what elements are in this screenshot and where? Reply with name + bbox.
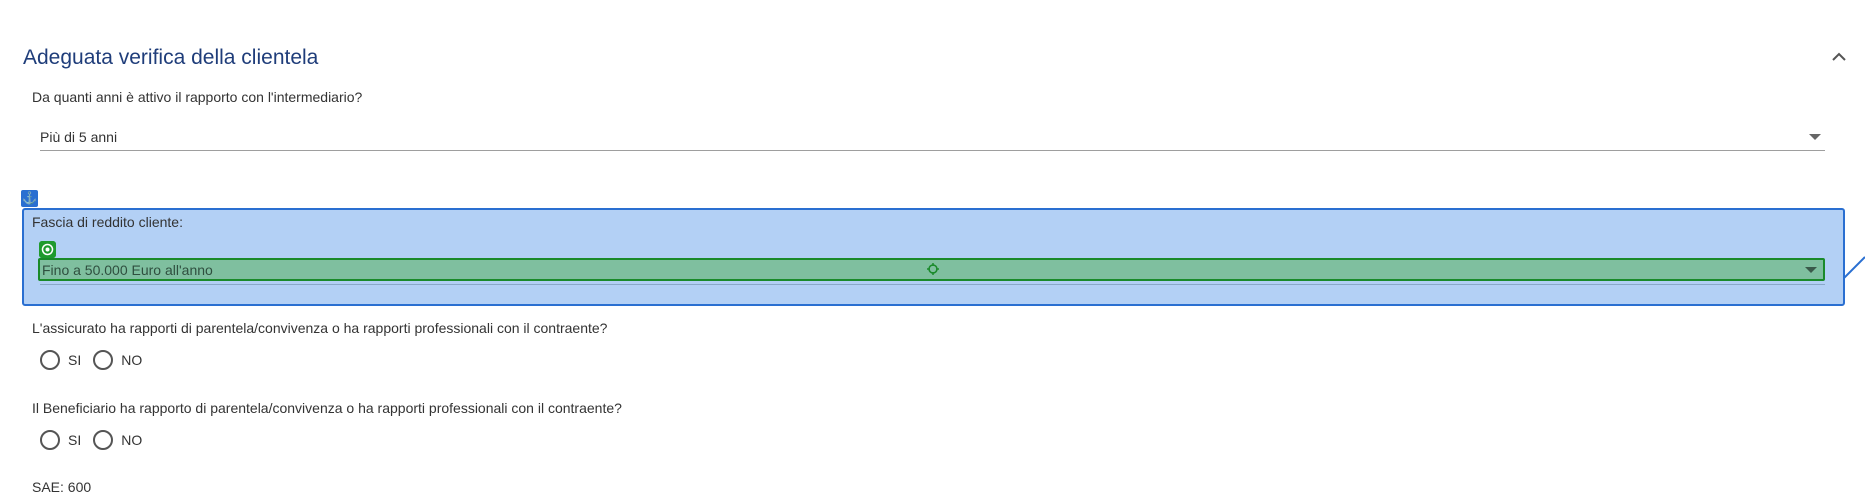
beneficiary-radio-group: SI NO <box>40 430 154 450</box>
section-title: Adeguata verifica della clientela <box>23 46 319 69</box>
income-select-underline <box>40 284 1825 285</box>
years-select-value: Più di 5 anni <box>40 129 118 145</box>
question-income-label: Fascia di reddito cliente: <box>32 214 183 230</box>
sae-label: SAE: 600 <box>32 479 92 495</box>
insured-no-radio[interactable] <box>93 350 114 370</box>
crosshair-icon <box>927 263 939 275</box>
beneficiary-no-label: NO <box>121 432 143 448</box>
chevron-down-icon <box>1809 134 1821 140</box>
question-beneficiary-label: Il Beneficiario ha rapporto di parentela… <box>32 400 622 416</box>
target-icon <box>39 241 56 258</box>
beneficiary-no-radio[interactable] <box>93 430 114 450</box>
connector-line <box>1843 256 1865 280</box>
beneficiary-si-radio[interactable] <box>40 430 60 450</box>
income-section-highlight <box>22 208 1845 306</box>
years-select[interactable]: Più di 5 anni <box>40 124 1825 151</box>
anchor-icon: ⚓ <box>21 190 38 207</box>
chevron-up-icon[interactable] <box>1828 46 1850 68</box>
beneficiary-si-label: SI <box>68 432 82 448</box>
question-insured-label: L'assicurato ha rapporti di parentela/co… <box>32 320 608 336</box>
question-years-label: Da quanti anni è attivo il rapporto con … <box>32 89 363 105</box>
chevron-down-icon <box>1805 266 1817 273</box>
income-select-value: Fino a 50.000 Euro all'anno <box>42 261 213 278</box>
insured-no-label: NO <box>121 352 143 368</box>
income-select[interactable]: Fino a 50.000 Euro all'anno <box>38 258 1825 281</box>
insured-radio-group: SI NO <box>40 350 154 370</box>
insured-si-radio[interactable] <box>40 350 60 370</box>
insured-si-label: SI <box>68 352 82 368</box>
